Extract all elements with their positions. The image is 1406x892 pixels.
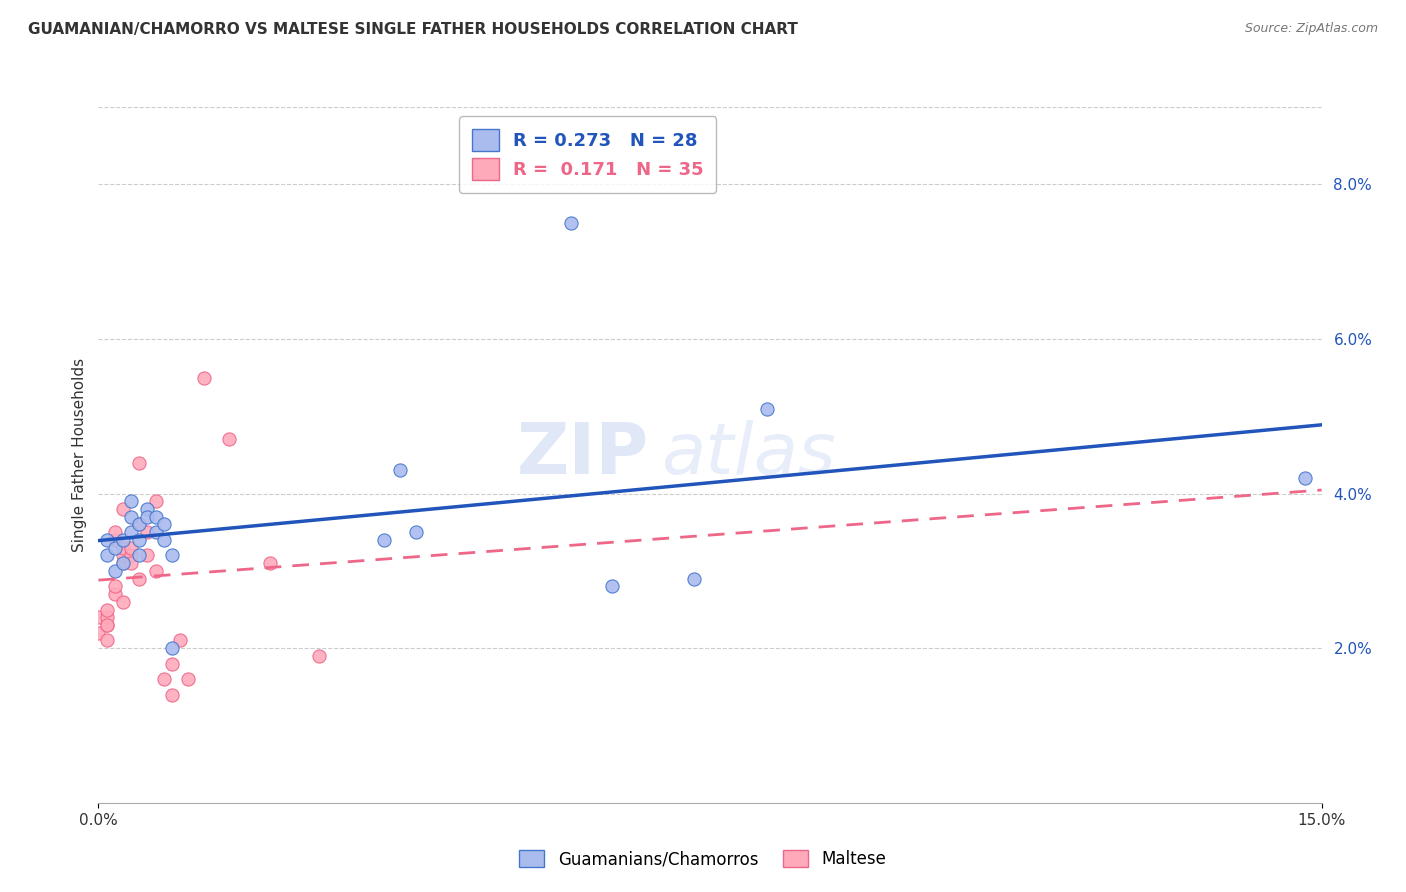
Point (104, 587, 127, 601)
Text: GUAMANIAN/CHAMORRO VS MALTESE SINGLE FATHER HOUSEHOLDS CORRELATION CHART: GUAMANIAN/CHAMORRO VS MALTESE SINGLE FAT… (28, 22, 799, 37)
Point (128, 517, 150, 532)
Point (111, 595, 134, 609)
Point (128, 572, 150, 586)
Point (104, 541, 127, 555)
Point (111, 549, 134, 563)
Point (152, 672, 174, 686)
Point (87, 610, 110, 624)
Point (128, 533, 150, 547)
Point (218, 433, 240, 447)
Point (104, 564, 127, 578)
Y-axis label: Single Father Households: Single Father Households (72, 358, 87, 552)
Point (96, 610, 118, 624)
Point (128, 517, 150, 532)
Point (111, 556, 134, 570)
Point (756, 401, 779, 416)
Point (120, 509, 142, 524)
Point (389, 463, 412, 477)
Point (128, 549, 150, 563)
Point (120, 556, 142, 570)
Point (111, 502, 134, 516)
Point (405, 525, 427, 540)
Point (373, 533, 395, 547)
Point (160, 657, 183, 671)
Text: Source: ZipAtlas.com: Source: ZipAtlas.com (1244, 22, 1378, 36)
Point (104, 533, 127, 547)
Point (96, 602, 118, 616)
Point (120, 541, 142, 555)
Point (682, 572, 704, 586)
Point (111, 541, 134, 555)
Text: atlas: atlas (661, 420, 835, 490)
Point (145, 494, 167, 508)
Point (128, 456, 150, 470)
Point (87, 625, 110, 640)
Point (120, 525, 142, 540)
Point (96, 533, 118, 547)
Point (120, 494, 142, 508)
Point (560, 216, 582, 230)
Point (193, 370, 215, 384)
Point (136, 502, 159, 516)
Point (145, 509, 167, 524)
Point (169, 633, 191, 648)
Point (111, 556, 134, 570)
Point (160, 641, 183, 656)
Point (308, 648, 330, 663)
Text: ZIP: ZIP (516, 420, 650, 490)
Point (120, 549, 142, 563)
Point (104, 525, 127, 540)
Point (96, 549, 118, 563)
Legend: R = 0.273   N = 28, R =  0.171   N = 35: R = 0.273 N = 28, R = 0.171 N = 35 (458, 116, 717, 193)
Legend: Guamanians/Chamorros, Maltese: Guamanians/Chamorros, Maltese (513, 843, 893, 875)
Point (111, 533, 134, 547)
Point (136, 509, 159, 524)
Point (136, 549, 159, 563)
Point (136, 525, 159, 540)
Point (96, 618, 118, 632)
Point (177, 672, 200, 686)
Point (96, 618, 118, 632)
Point (152, 517, 174, 532)
Point (259, 556, 281, 570)
Point (96, 633, 118, 648)
Point (152, 533, 174, 547)
Point (600, 579, 623, 593)
Point (145, 564, 167, 578)
Point (160, 549, 183, 563)
Point (160, 688, 183, 702)
Point (1294, 471, 1316, 485)
Point (145, 525, 167, 540)
Point (104, 579, 127, 593)
